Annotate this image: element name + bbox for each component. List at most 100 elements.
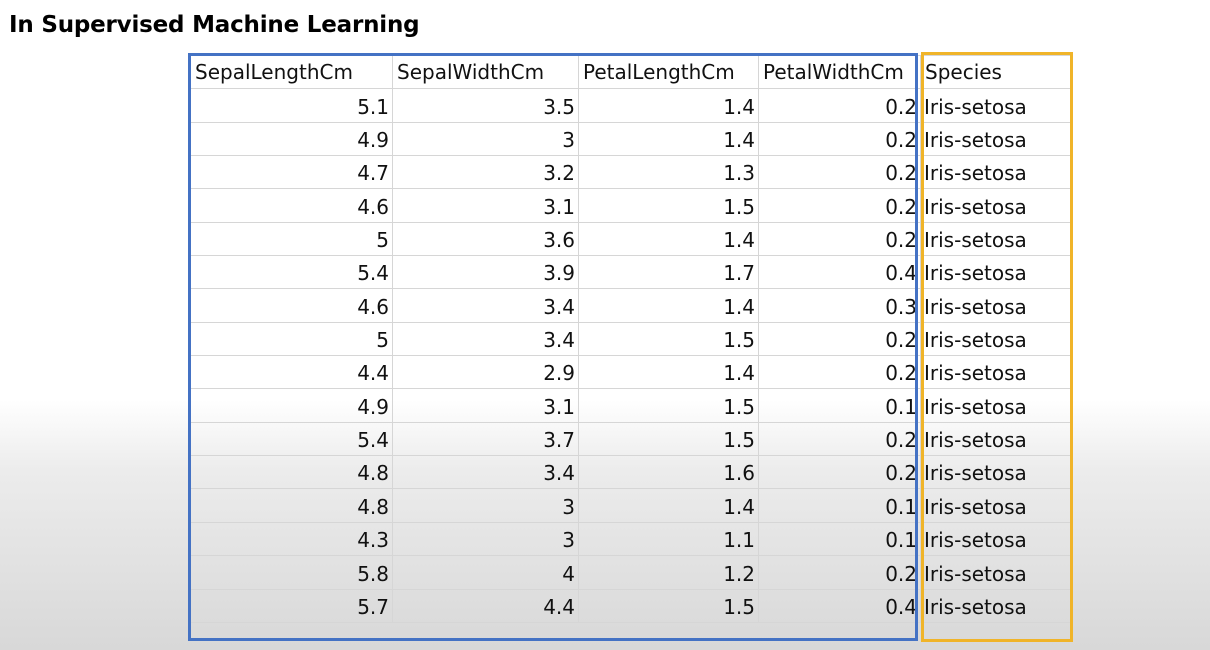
cell-petal-length: 1.4 (578, 488, 759, 523)
cell-species: Iris-setosa (920, 388, 1071, 423)
page-title: In Supervised Machine Learning (9, 12, 420, 38)
cell-petal-width: 0.2 (758, 188, 921, 223)
cell-sepal-length: 4.9 (190, 388, 393, 423)
cell-sepal-length: 4.7 (190, 155, 393, 190)
table-header-row: SepalLengthCm SepalWidthCm PetalLengthCm… (190, 54, 1071, 90)
cell-petal-width: 0.2 (758, 355, 921, 390)
cell-species: Iris-setosa (920, 155, 1071, 190)
cell-sepal-width: 3.1 (392, 388, 579, 423)
cell-sepal-length: 5 (190, 221, 393, 257)
header-cell-petal-width: PetalWidthCm (758, 54, 921, 90)
table-row: 5.4 3.9 1.7 0.4 Iris-setosa (190, 255, 1071, 290)
cell-species: Iris-setosa (920, 121, 1071, 157)
cell-petal-width: 0.2 (758, 455, 921, 490)
cell-sepal-width: 3.4 (392, 288, 579, 323)
table-row: 4.8 3 1.4 0.1 Iris-setosa (190, 488, 1071, 523)
cell-species: Iris-setosa (920, 88, 1071, 123)
table-row: 4.6 3.4 1.4 0.3 Iris-setosa (190, 288, 1071, 323)
cell-species: Iris-setosa (920, 255, 1071, 290)
cell-sepal-width: 3.1 (392, 188, 579, 223)
cell-petal-length: 1.1 (578, 521, 759, 557)
cell-petal-length: 1.6 (578, 455, 759, 490)
cell-petal-length: 1.5 (578, 321, 759, 357)
cell-sepal-width: 3.6 (392, 221, 579, 257)
cell-species: Iris-setosa (920, 321, 1071, 357)
cell-petal-width: 0.1 (758, 488, 921, 523)
cell-species: Iris-setosa (920, 355, 1071, 390)
cell-species: Iris-setosa (920, 221, 1071, 257)
cell-species: Iris-setosa (920, 455, 1071, 490)
cell-petal-width: 0.2 (758, 221, 921, 257)
cell-sepal-width: 3 (392, 521, 579, 557)
cell-petal-length: 1.4 (578, 355, 759, 390)
header-cell-sepal-width: SepalWidthCm (392, 54, 579, 90)
cell-petal-length: 1.3 (578, 155, 759, 190)
cell-sepal-width: 3.2 (392, 155, 579, 190)
cell-sepal-length: 4.8 (190, 488, 393, 523)
cell-sepal-width: 3 (392, 488, 579, 523)
cell-sepal-length: 4.6 (190, 188, 393, 223)
table-row: 5 3.6 1.4 0.2 Iris-setosa (190, 221, 1071, 257)
cell-sepal-length: 5.4 (190, 421, 393, 457)
cell-petal-width: 0.2 (758, 121, 921, 157)
table-body: SepalLengthCm SepalWidthCm PetalLengthCm… (190, 54, 1071, 623)
table-row: 4.7 3.2 1.3 0.2 Iris-setosa (190, 155, 1071, 190)
cell-sepal-width: 3.4 (392, 321, 579, 357)
cell-sepal-width: 3.9 (392, 255, 579, 290)
cell-sepal-length: 5 (190, 321, 393, 357)
cell-species: Iris-setosa (920, 488, 1071, 523)
cell-petal-width: 0.4 (758, 588, 921, 623)
cell-species: Iris-setosa (920, 588, 1071, 623)
cell-sepal-length: 4.4 (190, 355, 393, 390)
header-cell-species: Species (920, 54, 1071, 90)
cell-sepal-width: 3.4 (392, 455, 579, 490)
table-row: 4.9 3 1.4 0.2 Iris-setosa (190, 121, 1071, 157)
cell-sepal-width: 3 (392, 121, 579, 157)
table-row: 5.7 4.4 1.5 0.4 Iris-setosa (190, 588, 1071, 623)
table-row: 5.1 3.5 1.4 0.2 Iris-setosa (190, 88, 1071, 123)
table-row: 5 3.4 1.5 0.2 Iris-setosa (190, 321, 1071, 357)
cell-species: Iris-setosa (920, 288, 1071, 323)
cell-petal-width: 0.2 (758, 321, 921, 357)
cell-sepal-width: 3.7 (392, 421, 579, 457)
table-row: 5.4 3.7 1.5 0.2 Iris-setosa (190, 421, 1071, 457)
cell-sepal-width: 4 (392, 555, 579, 590)
cell-sepal-width: 2.9 (392, 355, 579, 390)
header-cell-sepal-length: SepalLengthCm (190, 54, 393, 90)
cell-petal-length: 1.5 (578, 588, 759, 623)
cell-petal-length: 1.4 (578, 288, 759, 323)
cell-petal-length: 1.4 (578, 88, 759, 123)
cell-sepal-length: 5.7 (190, 588, 393, 623)
table-row: 4.6 3.1 1.5 0.2 Iris-setosa (190, 188, 1071, 223)
cell-petal-length: 1.4 (578, 121, 759, 157)
cell-species: Iris-setosa (920, 555, 1071, 590)
cell-sepal-length: 5.4 (190, 255, 393, 290)
cell-petal-width: 0.2 (758, 421, 921, 457)
cell-sepal-length: 4.6 (190, 288, 393, 323)
cell-sepal-width: 3.5 (392, 88, 579, 123)
cell-petal-width: 0.2 (758, 555, 921, 590)
cell-petal-length: 1.5 (578, 388, 759, 423)
cell-sepal-length: 4.8 (190, 455, 393, 490)
cell-sepal-length: 4.9 (190, 121, 393, 157)
cell-species: Iris-setosa (920, 188, 1071, 223)
iris-data-table: SepalLengthCm SepalWidthCm PetalLengthCm… (190, 54, 1071, 623)
cell-petal-length: 1.7 (578, 255, 759, 290)
cell-petal-width: 0.3 (758, 288, 921, 323)
cell-sepal-length: 5.8 (190, 555, 393, 590)
cell-sepal-width: 4.4 (392, 588, 579, 623)
header-cell-petal-length: PetalLengthCm (578, 54, 759, 90)
cell-sepal-length: 4.3 (190, 521, 393, 557)
cell-species: Iris-setosa (920, 521, 1071, 557)
cell-petal-length: 1.5 (578, 421, 759, 457)
cell-petal-length: 1.5 (578, 188, 759, 223)
table-row: 4.9 3.1 1.5 0.1 Iris-setosa (190, 388, 1071, 423)
table-row: 5.8 4 1.2 0.2 Iris-setosa (190, 555, 1071, 590)
cell-petal-width: 0.1 (758, 521, 921, 557)
cell-petal-width: 0.2 (758, 155, 921, 190)
cell-petal-length: 1.2 (578, 555, 759, 590)
cell-petal-width: 0.1 (758, 388, 921, 423)
cell-petal-length: 1.4 (578, 221, 759, 257)
cell-petal-width: 0.2 (758, 88, 921, 123)
table-row: 4.8 3.4 1.6 0.2 Iris-setosa (190, 455, 1071, 490)
